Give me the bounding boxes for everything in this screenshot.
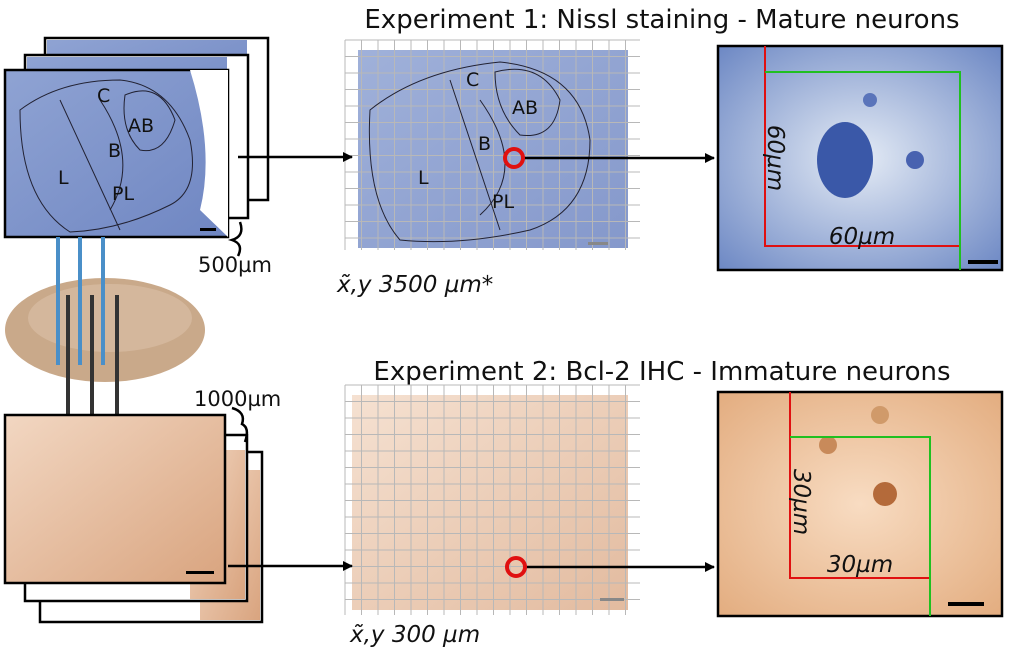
sampling-grid [344,384,640,615]
region-label: PL [112,183,134,205]
region-label: PL [492,191,514,213]
zoom-ihc: 30µm 30µm [716,390,1004,618]
ihc-stack: 1000µm [3,387,281,624]
region-label: B [108,140,121,162]
sampling-grid: C AB B L PL [344,39,640,250]
scale-label: 1000µm [194,387,281,411]
region-label: C [466,69,479,91]
sampling-label: x̃,y 3500 µm* [336,272,493,298]
region-label: AB [512,97,538,119]
experiment-title: Experiment 1: Nissl staining - Mature ne… [364,5,959,35]
zoom-nissl: 60µm 60µm [716,44,1004,272]
experiment-title: Experiment 2: Bcl-2 IHC - Immature neuro… [373,357,950,387]
region-label: C [97,85,110,107]
sampling-label: x̃,y 300 µm [349,622,480,648]
region-label: AB [128,115,154,137]
scale-label: 500µm [198,253,272,277]
frame-label: 30µm [788,469,814,535]
brain [5,237,205,418]
frame-label: 60µm [762,125,788,191]
region-label: B [478,133,491,155]
nissl-stack: C AB B L PL 500µm [3,36,272,277]
region-label: L [418,167,429,189]
frame-label: 30µm [827,552,893,578]
sample-site [503,147,525,169]
sample-site [505,556,527,578]
region-label: L [58,167,69,189]
frame-label: 60µm [829,224,895,250]
